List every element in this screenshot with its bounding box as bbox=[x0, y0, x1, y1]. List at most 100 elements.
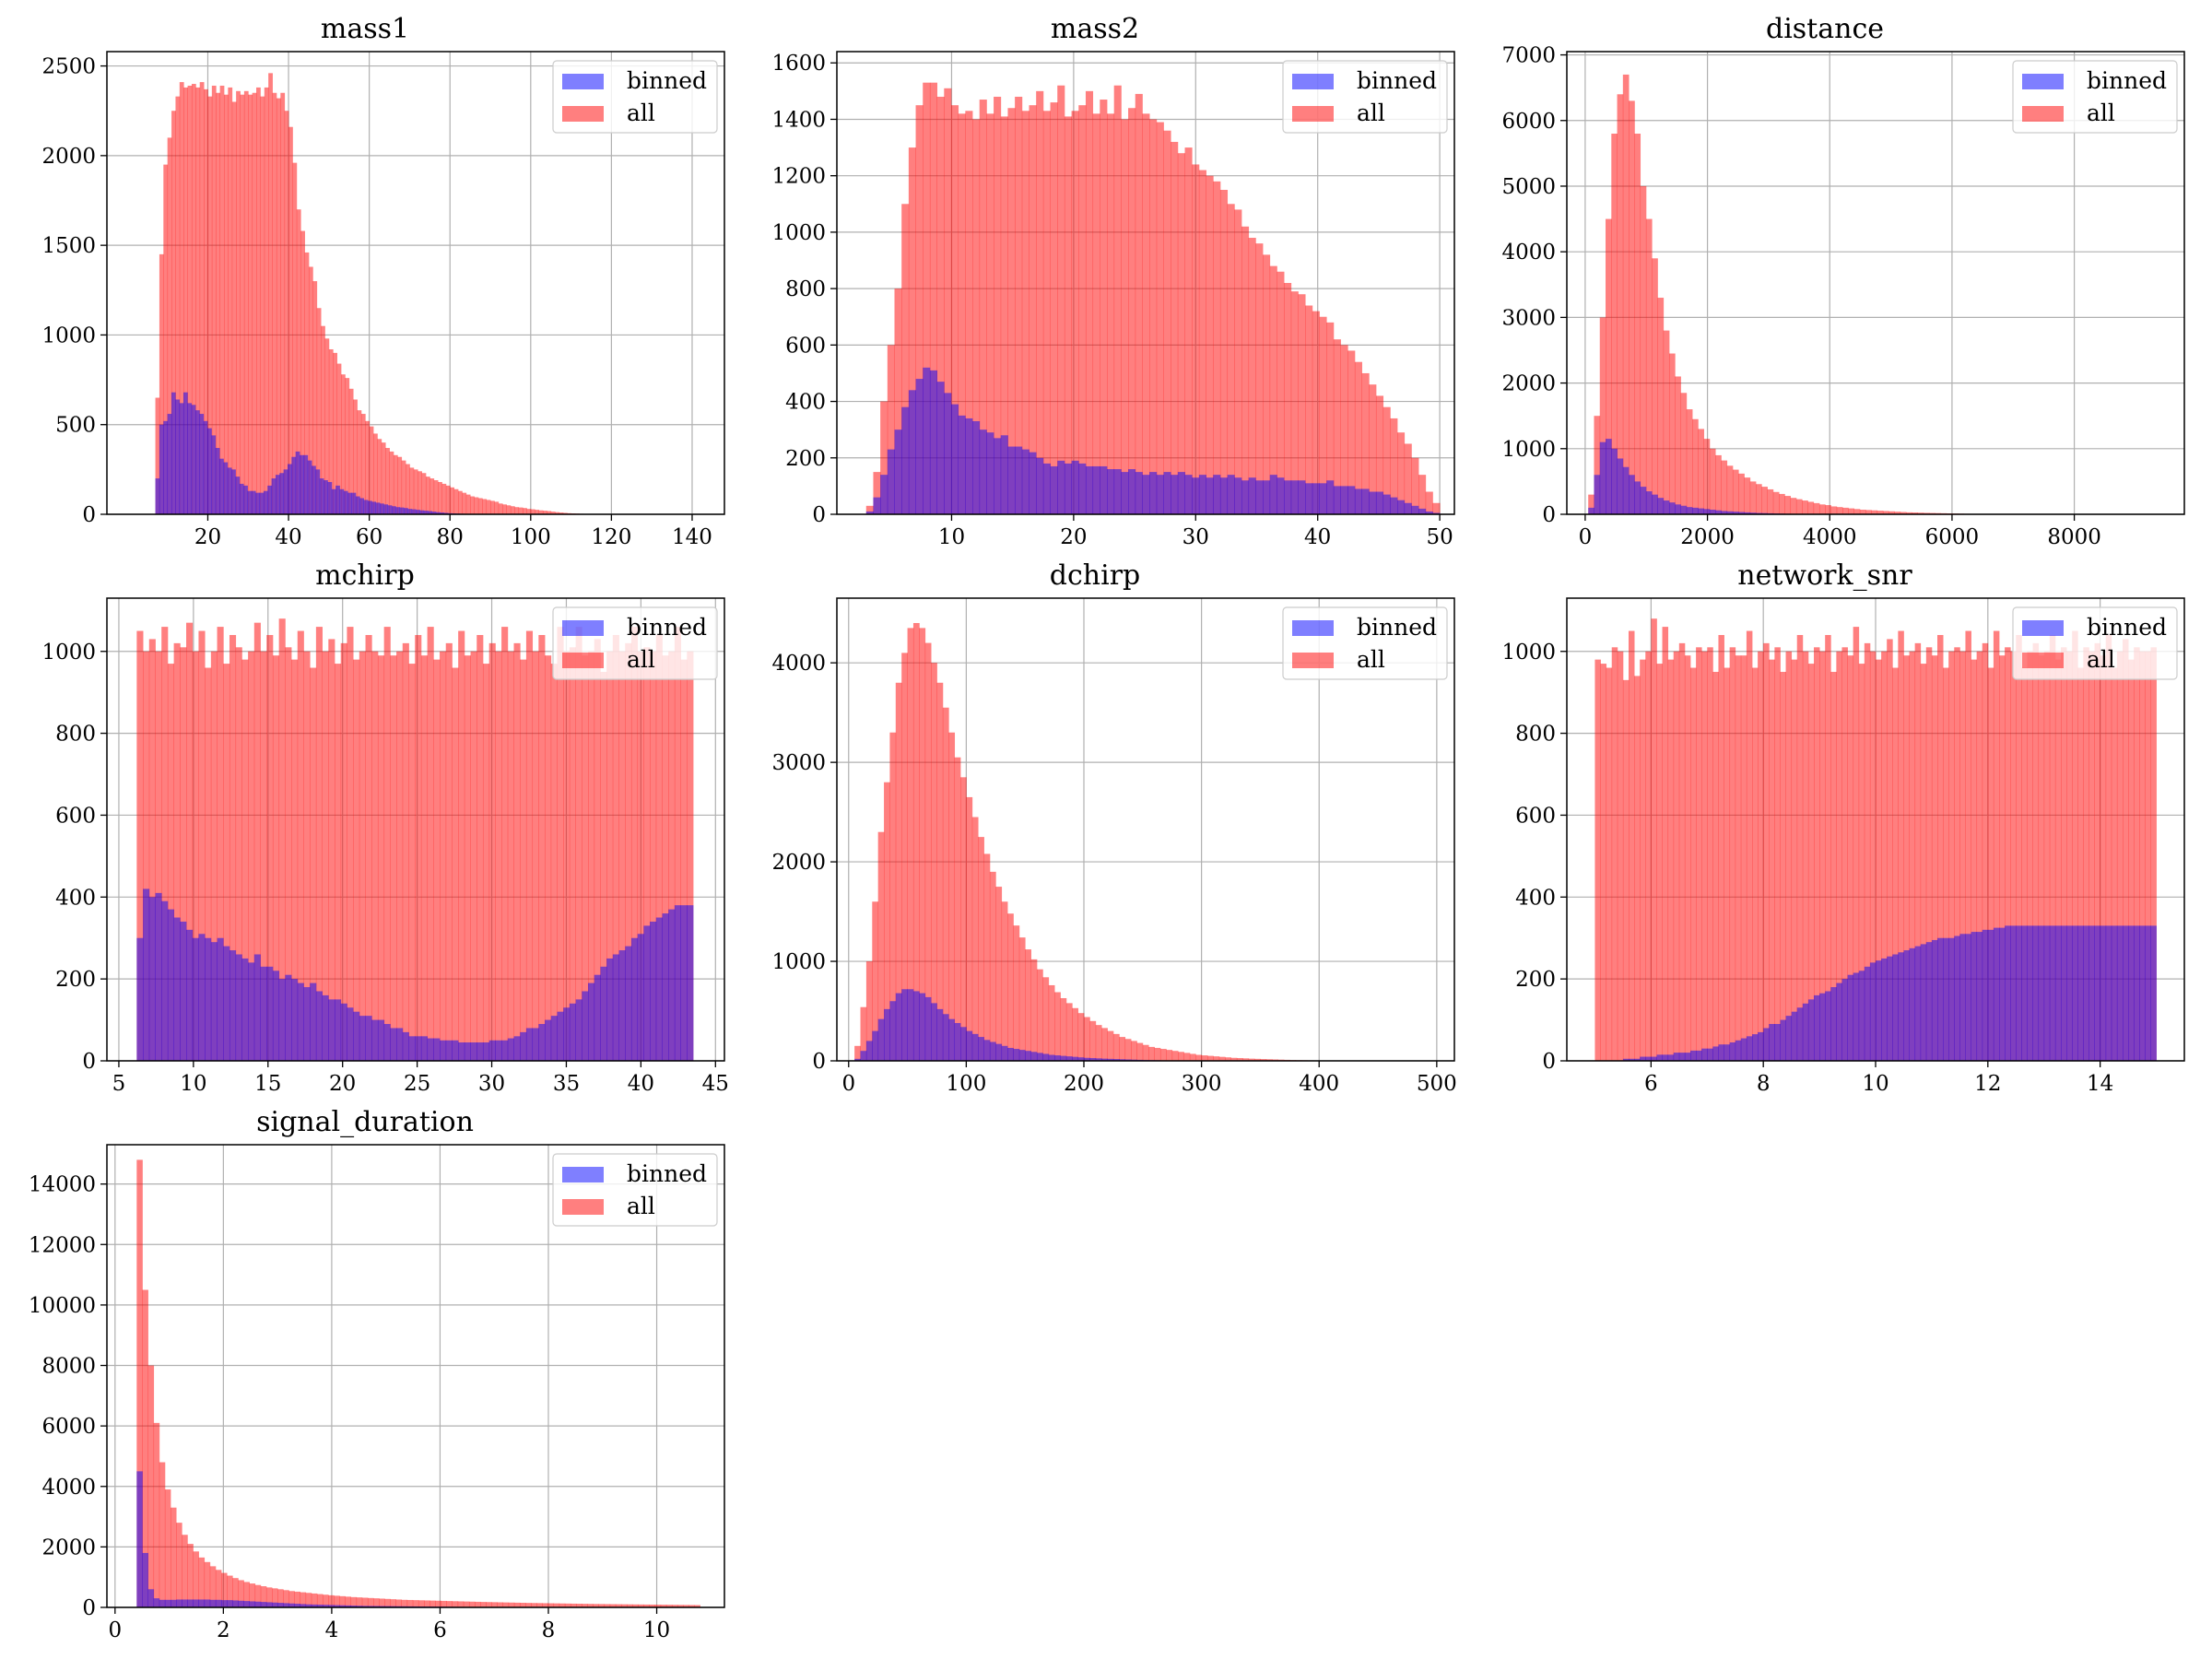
bar-binned bbox=[1064, 463, 1072, 514]
histogram-plot-mass2: 10 20 30 40 50 0 200 400 600 800 1000 1200 1400 1600 b… bbox=[771, 51, 1455, 549]
bar-binned bbox=[1432, 512, 1441, 514]
bar-all bbox=[507, 651, 514, 1061]
bar-all bbox=[465, 494, 471, 514]
bar-binned bbox=[351, 492, 357, 514]
bar-binned bbox=[1830, 987, 1837, 1061]
x-tick-label: 120 bbox=[591, 525, 631, 549]
bar-binned bbox=[1746, 1036, 1753, 1061]
bar-binned bbox=[2105, 925, 2112, 1061]
legend-swatch-binned bbox=[562, 1167, 604, 1182]
bar-all bbox=[1272, 1059, 1278, 1061]
bar-all bbox=[356, 1597, 363, 1607]
bar-all bbox=[931, 663, 937, 1061]
bar-all bbox=[412, 1600, 419, 1607]
bar-all bbox=[192, 651, 199, 1061]
bar-binned bbox=[211, 435, 217, 514]
bar-binned bbox=[204, 1599, 211, 1607]
bar-all bbox=[901, 653, 908, 1061]
bar-all bbox=[231, 101, 237, 514]
bar-binned bbox=[1712, 1046, 1719, 1061]
bar-all bbox=[532, 651, 539, 1061]
x-tick-label: 50 bbox=[1426, 525, 1453, 549]
bar-all bbox=[308, 266, 313, 514]
bar-all bbox=[345, 1596, 351, 1607]
bar-all bbox=[425, 477, 430, 514]
bar-all bbox=[1864, 642, 1871, 1061]
bar-all bbox=[1588, 494, 1594, 514]
bar-all bbox=[441, 483, 447, 514]
bar-binned bbox=[323, 1605, 329, 1607]
bar-binned bbox=[2032, 925, 2040, 1061]
bar-binned bbox=[1112, 1059, 1120, 1061]
legend-label-all: all bbox=[627, 100, 655, 126]
bar-binned bbox=[241, 958, 249, 1061]
series-binned bbox=[865, 367, 1441, 514]
bar-all bbox=[401, 1599, 408, 1607]
bar-all bbox=[1230, 1057, 1238, 1061]
bar-all bbox=[1124, 1039, 1132, 1061]
bar-binned bbox=[884, 1008, 890, 1061]
y-tick-label: 800 bbox=[55, 723, 96, 747]
bar-binned bbox=[136, 937, 144, 1061]
bar-binned bbox=[1869, 962, 1877, 1061]
bar-all bbox=[1128, 108, 1136, 514]
bar-all bbox=[209, 1566, 217, 1607]
bar-binned bbox=[1050, 465, 1058, 514]
bar-binned bbox=[1298, 480, 1306, 514]
legend-label-all: all bbox=[1357, 100, 1385, 126]
bar-binned bbox=[1622, 466, 1630, 514]
bar-binned bbox=[396, 1028, 404, 1061]
legend-swatch-all bbox=[562, 106, 604, 122]
bar-all bbox=[520, 659, 527, 1061]
bar-binned bbox=[971, 1033, 979, 1061]
bar-binned bbox=[1354, 488, 1362, 514]
bar-binned bbox=[1121, 472, 1129, 514]
bar-binned bbox=[1124, 1059, 1132, 1061]
y-tick-label: 3000 bbox=[771, 751, 826, 775]
legend: binned all bbox=[552, 606, 718, 680]
bar-all bbox=[2105, 634, 2112, 1061]
legend-label-binned: binned bbox=[2087, 614, 2167, 641]
bar-all bbox=[488, 642, 496, 1061]
bar-all bbox=[187, 1544, 194, 1607]
bar-all bbox=[291, 659, 299, 1061]
bar-all bbox=[542, 1603, 548, 1607]
bar-binned bbox=[1375, 491, 1384, 514]
bar-binned bbox=[335, 485, 340, 514]
bar-all bbox=[316, 308, 322, 514]
bar-binned bbox=[2054, 925, 2062, 1061]
x-tick-label: 6 bbox=[1644, 1072, 1658, 1096]
bar-binned bbox=[359, 1016, 366, 1061]
bar-binned bbox=[379, 503, 384, 514]
bar-binned bbox=[1084, 1057, 1090, 1061]
bar-all bbox=[1740, 655, 1747, 1061]
bar-binned bbox=[1418, 508, 1427, 514]
bar-binned bbox=[395, 507, 401, 514]
bar-binned bbox=[1701, 1048, 1708, 1061]
bar-all bbox=[632, 1604, 639, 1607]
bar-binned bbox=[377, 1019, 385, 1061]
bar-all bbox=[304, 252, 310, 514]
bar-binned bbox=[1021, 449, 1030, 514]
bar-all bbox=[445, 642, 453, 1061]
bar-all bbox=[1192, 164, 1200, 514]
bar-binned bbox=[482, 1042, 490, 1061]
bar-all bbox=[2038, 655, 2045, 1061]
bar-all bbox=[266, 634, 274, 1061]
bar-binned bbox=[1277, 477, 1285, 514]
bar-all bbox=[1269, 265, 1277, 514]
bar-all bbox=[2054, 659, 2062, 1061]
axes-frame bbox=[106, 1144, 725, 1608]
bar-binned bbox=[600, 966, 607, 1061]
bar-binned bbox=[1042, 463, 1051, 514]
histogram-panel-mass1: mass1 20 40 60 80 100 120 140 0 500 1000 1500 2000 2… bbox=[0, 0, 730, 549]
legend-swatch-all bbox=[2022, 653, 2064, 668]
bar-all bbox=[1686, 409, 1693, 514]
bar-binned bbox=[954, 1022, 961, 1061]
bar-all bbox=[671, 1605, 678, 1607]
bar-binned bbox=[1156, 475, 1164, 514]
bar-binned bbox=[407, 509, 413, 514]
y-tick-label: 2500 bbox=[41, 55, 96, 79]
bar-binned bbox=[655, 917, 663, 1061]
bar-binned bbox=[170, 1599, 177, 1607]
